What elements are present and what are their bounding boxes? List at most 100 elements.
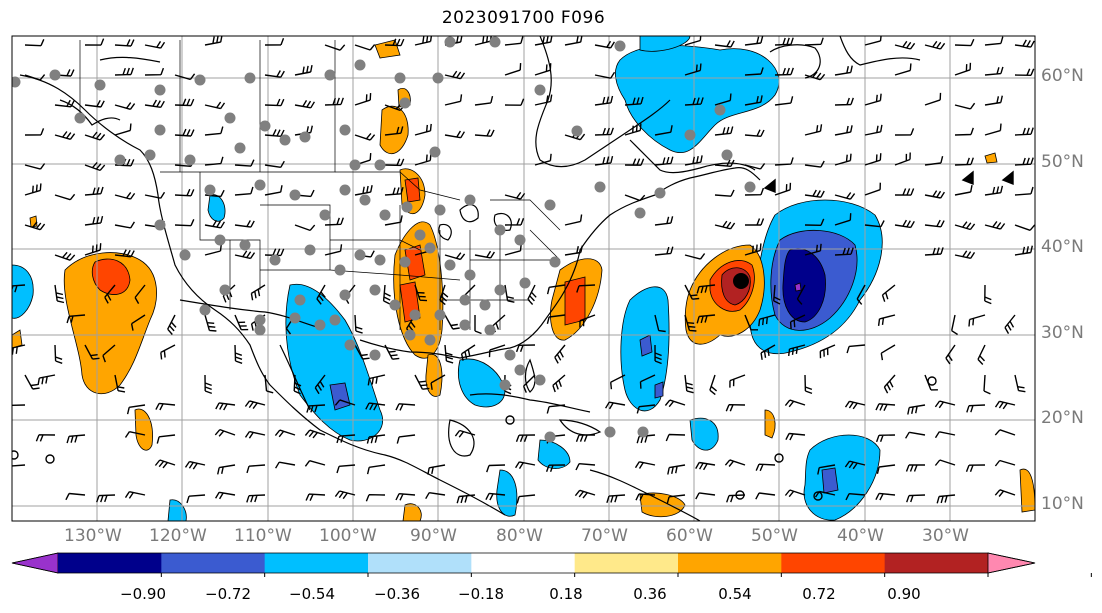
wind-barb	[244, 400, 266, 410]
station-dot	[254, 314, 266, 326]
wind-barb	[755, 463, 776, 472]
wind-barb	[305, 493, 326, 501]
wind-barb	[755, 492, 776, 500]
wind-barb	[12, 344, 26, 355]
wind-barb	[1014, 68, 1035, 76]
wind-barb	[414, 36, 433, 46]
wind-barb	[396, 434, 416, 444]
colorbar-segment	[471, 553, 576, 573]
lat-label-40: 40°N	[1041, 237, 1084, 257]
wind-barb	[758, 314, 776, 327]
wind-barb	[864, 124, 883, 136]
wind-barb	[635, 493, 656, 501]
wind-barb	[65, 492, 86, 501]
wind-barb	[174, 128, 195, 137]
lon-label-80w: 80°W	[496, 526, 543, 546]
wind-barb	[883, 374, 896, 394]
calm-circles	[12, 376, 937, 501]
wind-barb	[906, 494, 926, 503]
colorbar	[11, 552, 1092, 577]
wind-barb	[384, 344, 400, 360]
station-dot	[604, 426, 616, 438]
wind-barb	[804, 37, 824, 46]
wind-barb	[84, 38, 105, 46]
wind-barb	[204, 314, 217, 332]
wind-barb	[250, 284, 266, 301]
wind-barb	[66, 434, 86, 444]
wind-barb	[474, 95, 494, 106]
wind-barb	[784, 399, 806, 408]
wind-barb	[714, 40, 735, 48]
wind-barb	[574, 489, 596, 499]
station-dot	[289, 189, 301, 201]
wind-barb	[954, 250, 976, 259]
colorbar-tick-label: −0.18	[458, 585, 504, 603]
wind-barb	[954, 221, 976, 231]
wind-barb	[804, 218, 825, 226]
station-dot	[369, 284, 381, 296]
wind-barb	[977, 344, 986, 365]
wind-barb	[907, 404, 926, 415]
wind-barb	[894, 188, 915, 196]
wind-barb	[444, 252, 466, 261]
colorbar-segment	[884, 553, 989, 573]
wind-barb	[54, 99, 75, 108]
wind-barb	[534, 36, 553, 46]
wind-barb	[714, 126, 734, 136]
station-dot	[339, 124, 351, 136]
wind-barb	[924, 190, 945, 199]
wind-barb	[744, 314, 758, 331]
wind-barb	[274, 429, 296, 438]
wind-barb	[134, 284, 146, 304]
wind-barb	[84, 99, 105, 108]
wind-barb	[24, 128, 45, 136]
wind-barb	[968, 314, 986, 327]
wind-barb	[522, 374, 536, 393]
wind-barb	[24, 221, 46, 231]
wind-barb	[24, 374, 40, 390]
wind-barb	[24, 183, 42, 196]
station-dot	[224, 112, 236, 124]
wind-barb	[1014, 186, 1034, 196]
station-dot	[399, 97, 411, 109]
wind-barb	[834, 97, 854, 106]
wind-barb	[354, 314, 363, 334]
wind-barb	[354, 93, 372, 106]
wind-barb	[844, 460, 866, 470]
station-dot	[144, 149, 156, 161]
wind-barb	[924, 219, 945, 228]
colorbar-tick-label: −0.90	[120, 585, 166, 603]
wind-barb	[294, 64, 313, 76]
station-dot	[154, 84, 166, 96]
wind-barb-flag	[961, 170, 974, 186]
station-dot	[334, 264, 346, 276]
wind-barb	[114, 67, 134, 76]
wind-barb	[760, 344, 776, 360]
wind-barb	[114, 249, 135, 258]
wind-barb	[564, 214, 583, 226]
wind-barb	[725, 404, 746, 412]
lat-label-30: 30°N	[1041, 323, 1084, 343]
wind-barb	[984, 220, 1006, 230]
wind-barb	[444, 130, 466, 139]
wind-barb	[936, 494, 956, 504]
station-dot	[259, 120, 271, 132]
wind-barb	[984, 284, 992, 305]
wind-barb	[788, 344, 806, 356]
wind-barb	[684, 155, 703, 166]
station-dot	[429, 146, 441, 158]
wind-barb	[37, 374, 56, 386]
station-dot	[94, 79, 106, 91]
station-dot	[514, 234, 526, 246]
wind-barb	[1014, 157, 1034, 166]
wind-barb	[504, 36, 524, 46]
wind-barb	[877, 314, 896, 326]
wind-barb	[234, 159, 255, 167]
wind-barb	[624, 194, 646, 202]
station-dot	[494, 284, 506, 296]
wind-barb	[846, 344, 866, 354]
station-dot	[234, 142, 246, 154]
wind-barb	[636, 434, 656, 444]
wind-barb	[104, 284, 116, 304]
wind-barb	[304, 460, 326, 467]
